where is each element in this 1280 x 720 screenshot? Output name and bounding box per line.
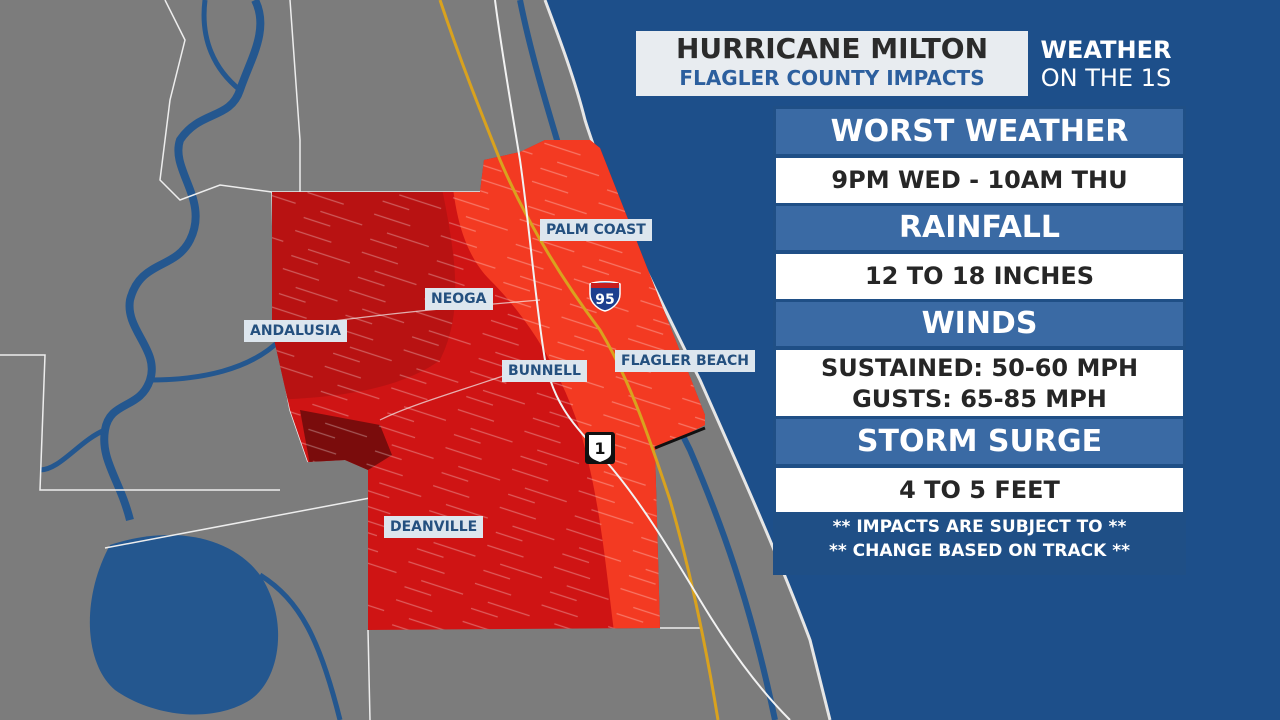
interstate-95-number: 95 xyxy=(595,292,614,308)
interstate-95 xyxy=(438,0,720,720)
place-label-bunnell: BUNNELL xyxy=(502,360,587,382)
storm-surge-header: STORM SURGE xyxy=(776,419,1183,464)
storm-surge-value: 4 TO 5 FEET xyxy=(776,468,1183,512)
rainfall-header: RAINFALL xyxy=(776,206,1183,250)
coastal-surge-edge xyxy=(654,426,706,450)
lake-george xyxy=(89,535,279,715)
page-title: HURRICANE MILTON xyxy=(675,32,989,65)
winds-gusts: GUSTS: 65-85 MPH xyxy=(852,385,1107,413)
river-south xyxy=(258,572,343,720)
page-subtitle: FLAGLER COUNTY IMPACTS xyxy=(679,66,985,90)
river-branch xyxy=(39,0,282,473)
place-label-deanville: DEANVILLE xyxy=(384,516,484,538)
us-route-1-number: 1 xyxy=(594,439,605,458)
logo-line-1: WEATHER xyxy=(1040,36,1172,64)
station-logo: WEATHER ON THE 1S xyxy=(1031,36,1181,92)
winds-header: WINDS xyxy=(776,302,1183,346)
place-label-neoga: NEOGA xyxy=(425,288,493,310)
place-label-flagler-beach: FLAGLER BEACH xyxy=(615,350,756,372)
place-label-andalusia: ANDALUSIA xyxy=(244,320,347,342)
disclaimer-line-1: ** IMPACTS ARE SUBJECT TO ** xyxy=(832,517,1127,537)
logo-line-2: ON THE 1S xyxy=(1040,64,1172,92)
us-route-1-shield-icon: 1 xyxy=(585,432,615,464)
impacts-panel: WORST WEATHER 9PM WED - 10AM THU RAINFAL… xyxy=(773,106,1186,575)
worst-weather-header: WORST WEATHER xyxy=(776,109,1183,154)
rainfall-value: 12 TO 18 INCHES xyxy=(776,254,1183,299)
st-johns-river xyxy=(100,0,265,521)
interstate-95-shield-icon: 95 xyxy=(589,281,621,312)
winds-values: SUSTAINED: 50-60 MPH GUSTS: 65-85 MPH xyxy=(776,350,1183,416)
place-label-palm-coast: PALM COAST xyxy=(540,219,652,241)
disclaimer-line-2: ** CHANGE BASED ON TRACK ** xyxy=(828,541,1131,561)
worst-weather-value: 9PM WED - 10AM THU xyxy=(776,158,1183,203)
coastline xyxy=(543,0,832,720)
disclaimer: ** IMPACTS ARE SUBJECT TO ** ** CHANGE B… xyxy=(776,515,1183,563)
winds-sustained: SUSTAINED: 50-60 MPH xyxy=(820,354,1139,382)
title-box: HURRICANE MILTON FLAGLER COUNTY IMPACTS xyxy=(636,31,1028,96)
us-route-1 xyxy=(494,0,791,720)
